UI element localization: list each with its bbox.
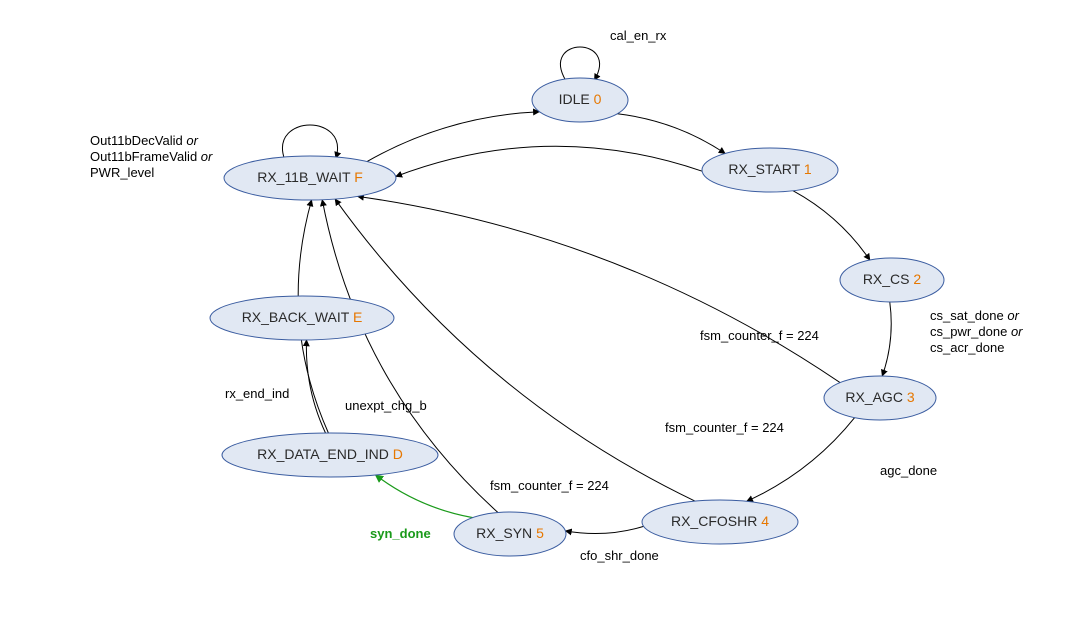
state-label: RX_SYN 5	[476, 525, 544, 541]
state-label: RX_AGC 3	[845, 389, 914, 405]
state-rx_11b_wait: RX_11B_WAIT F	[224, 156, 396, 200]
edge-wait_idle	[367, 112, 539, 162]
state-rx_back_wait: RX_BACK_WAIT E	[210, 296, 394, 340]
state-label: RX_CFOSHR 4	[671, 513, 769, 529]
state-label: RX_11B_WAIT F	[257, 169, 363, 185]
edge-start_cs	[793, 191, 870, 260]
edge-syn_dataend	[375, 475, 472, 518]
state-label: IDLE 0	[559, 91, 602, 107]
edge-label-cs_agc: cs_sat_done orcs_pwr_done orcs_acr_done	[930, 308, 1023, 355]
state-rx_data_end: RX_DATA_END_IND D	[222, 433, 438, 477]
edge-idle_start	[617, 114, 725, 154]
state-label: RX_DATA_END_IND D	[257, 446, 403, 462]
edge-idle_self	[560, 47, 599, 80]
edge-label-cfoshr_syn: cfo_shr_done	[580, 548, 659, 563]
state-rx_agc: RX_AGC 3	[824, 376, 936, 420]
edge-start_wait	[396, 146, 702, 176]
edge-label-syn_wait: fsm_counter_f = 224	[490, 478, 609, 493]
fsm-diagram: IDLE 0 RX_START 1 RX_CS 2 RX_AGC 3 RX_CFOSHR…	[0, 0, 1085, 621]
edge-wait_self	[283, 125, 338, 158]
edge-label-wait_self: Out11bDecValid orOut11bFrameValid orPWR_…	[90, 133, 213, 180]
edge-label-agc_wait: fsm_counter_f = 224	[700, 328, 819, 343]
edge-label-dataend_wait: unexpt_chg_b	[345, 398, 427, 413]
state-rx_cs: RX_CS 2	[840, 258, 944, 302]
edge-label-dataend_back: rx_end_ind	[225, 386, 289, 401]
state-idle: IDLE 0	[532, 78, 628, 122]
edge-cfoshr_syn	[565, 526, 643, 533]
state-label: RX_CS 2	[863, 271, 922, 287]
edge-agc_wait	[358, 196, 841, 382]
edge-cs_agc	[882, 302, 891, 376]
state-rx_syn: RX_SYN 5	[454, 512, 566, 556]
state-label: RX_BACK_WAIT E	[242, 309, 363, 325]
edge-label-syn_dataend: syn_done	[370, 526, 431, 541]
state-label: RX_START 1	[728, 161, 811, 177]
edge-label-agc_cfoshr: agc_done	[880, 463, 937, 478]
edge-label-cfoshr_wait: fsm_counter_f = 224	[665, 420, 784, 435]
state-rx_cfoshr: RX_CFOSHR 4	[642, 500, 798, 544]
state-rx_start: RX_START 1	[702, 148, 838, 192]
edge-label-idle_self: cal_en_rx	[610, 28, 667, 43]
